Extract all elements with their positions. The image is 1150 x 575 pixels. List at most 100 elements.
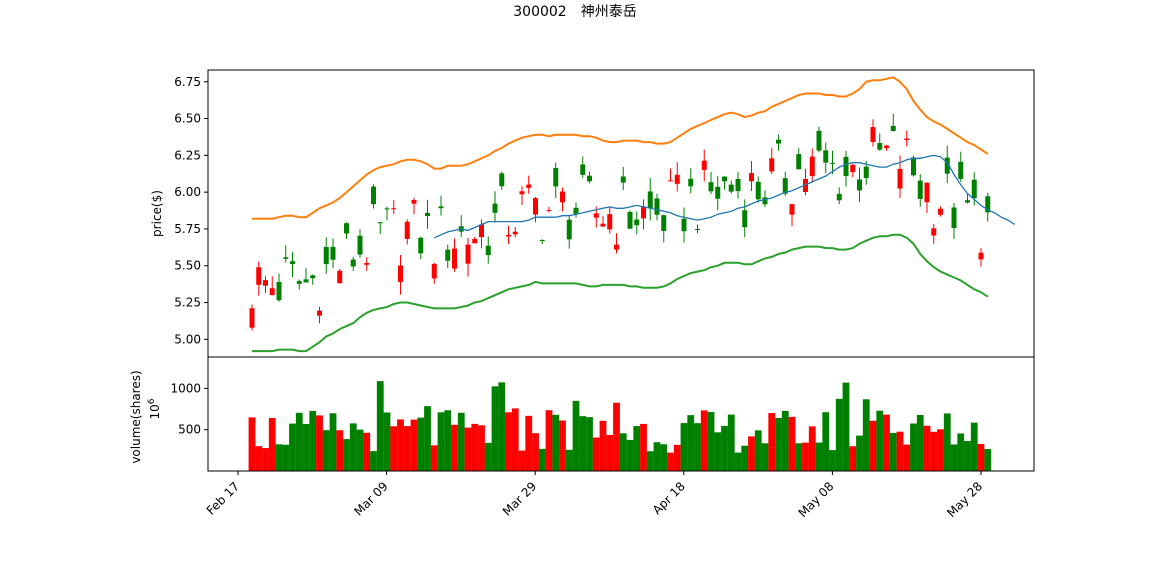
volume-bar — [383, 412, 391, 471]
xtick-label: Apr 18 — [650, 479, 688, 517]
volume-ytick-label: 1000 — [170, 381, 201, 395]
candle-body — [337, 270, 343, 284]
candle-body — [526, 184, 532, 188]
volume-bar — [424, 406, 431, 471]
candle-body — [485, 245, 491, 256]
volume-bar — [930, 431, 938, 471]
candle-body — [317, 310, 322, 316]
candle-body — [614, 244, 619, 250]
volume-bar — [390, 426, 398, 471]
volume-bar — [295, 412, 303, 471]
volume-bar — [451, 424, 458, 471]
volume-bar — [984, 448, 992, 471]
volume-bar — [532, 433, 539, 471]
volume-bar — [248, 417, 256, 471]
volume-bar — [471, 423, 479, 471]
candle-body — [539, 239, 545, 241]
candle-body — [330, 246, 336, 260]
volume-bar — [592, 437, 600, 471]
candle-body — [384, 208, 390, 210]
volume-bar — [970, 422, 978, 471]
candle-body — [789, 204, 795, 215]
candle-body — [391, 208, 397, 210]
candle-body — [566, 219, 572, 240]
volume-bar — [343, 439, 350, 471]
volume-bar — [835, 398, 843, 471]
candle-body — [418, 237, 424, 254]
candle-body — [951, 207, 957, 228]
candle-body — [668, 180, 673, 182]
candle-body — [269, 288, 275, 296]
volume-bar — [309, 410, 317, 471]
volume-ylabel: volume(shares) — [129, 370, 143, 463]
volume-bar — [565, 449, 573, 471]
candle-body — [641, 206, 646, 219]
volume-bar — [640, 423, 647, 471]
volume-bar — [606, 434, 614, 471]
candle-body — [769, 158, 775, 172]
volume-bar — [410, 419, 418, 471]
volume-bar — [896, 431, 904, 471]
volume-bar — [802, 442, 809, 471]
candle-body — [560, 191, 565, 203]
volume-bar — [734, 452, 742, 471]
candle-body — [816, 130, 822, 151]
candle-body — [823, 150, 829, 163]
volume-bar — [559, 420, 566, 471]
candle-body — [877, 143, 883, 150]
volume-bar — [498, 382, 506, 471]
price-ytick-label: 6.50 — [174, 112, 201, 126]
volume-bar — [869, 420, 877, 471]
volume-bar — [721, 425, 728, 471]
candle-body — [600, 223, 606, 227]
chart-title: 300002 神州泰岳 — [513, 4, 636, 20]
volume-bar — [491, 386, 499, 471]
candle-body — [931, 228, 937, 236]
candle-body — [688, 178, 694, 187]
volume-bar — [646, 451, 654, 471]
candle-body — [674, 174, 680, 184]
volume-bar — [302, 423, 310, 471]
candle-body — [634, 219, 640, 226]
volume-bar — [754, 430, 762, 471]
candle-body — [735, 178, 741, 192]
candle-body — [499, 173, 505, 187]
volume-bar — [444, 410, 452, 471]
candle-body — [377, 222, 383, 224]
candle-body — [749, 173, 754, 182]
volume-bar — [741, 445, 749, 471]
volume-bar — [856, 435, 863, 471]
candle-body — [492, 203, 498, 213]
volume-bar — [889, 432, 897, 471]
volume-bar — [356, 429, 364, 471]
volume-bar — [883, 414, 890, 471]
candle-body — [755, 181, 761, 200]
volume-bar — [329, 413, 337, 471]
volume-bar — [552, 414, 560, 471]
volume-bar — [484, 442, 492, 471]
volume-bar — [916, 414, 924, 471]
volume-bar — [255, 446, 263, 471]
volume-bar — [525, 415, 533, 471]
candle-body — [647, 191, 653, 209]
price-ytick-label: 5.25 — [174, 296, 201, 310]
volume-bar — [876, 410, 884, 471]
candle-body — [263, 280, 268, 286]
candle-body — [438, 206, 444, 209]
volume-bar — [748, 436, 755, 471]
volume-bar — [957, 433, 965, 471]
volume-bar — [518, 450, 526, 471]
volume-scale-base: 10 — [148, 404, 162, 419]
candle-body — [863, 166, 869, 179]
volume-bar — [829, 450, 836, 471]
candle-body — [843, 156, 849, 177]
volume-bar — [268, 418, 276, 471]
xtick-label: Mar 09 — [351, 479, 390, 518]
candle-body — [722, 176, 727, 182]
volume-ytick-label: 500 — [178, 423, 201, 437]
volume-bar — [680, 423, 688, 471]
volume-bar — [349, 423, 357, 471]
candle-body — [965, 200, 970, 203]
volume-bar — [370, 451, 377, 471]
